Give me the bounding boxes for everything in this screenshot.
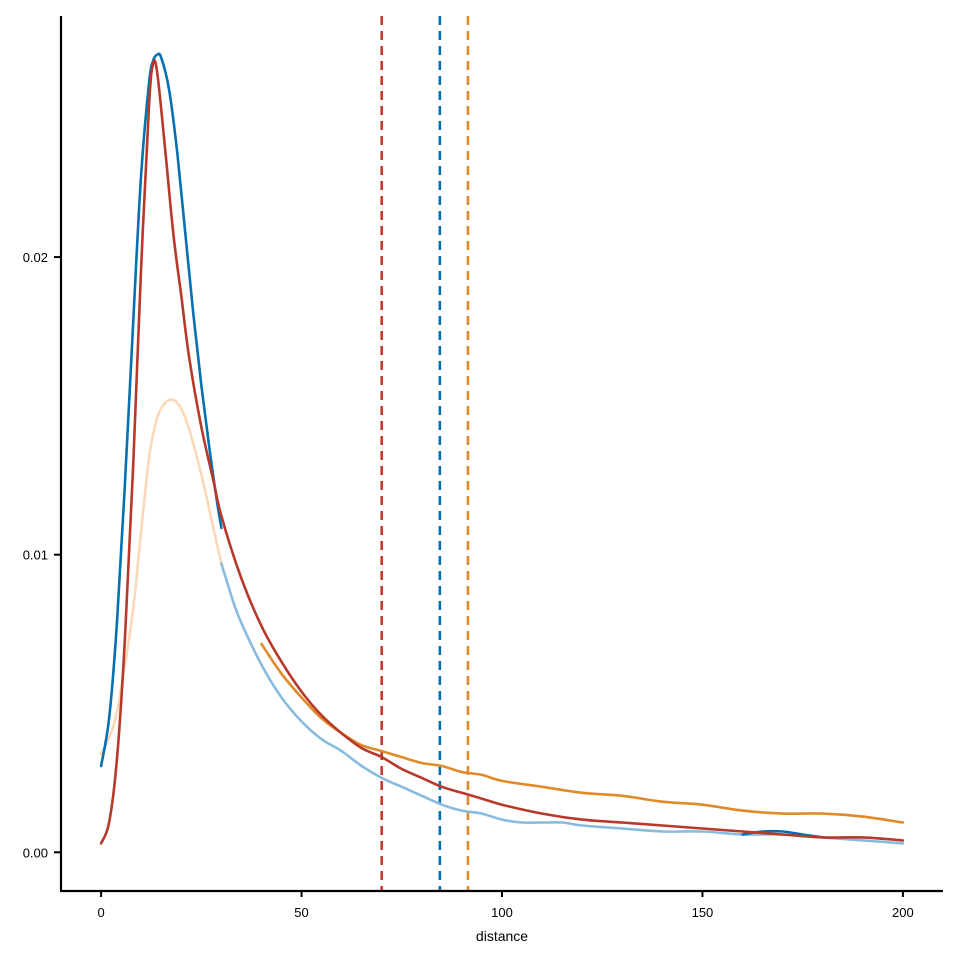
y-axis-ticks: 0.00 0.01 0.02 — [23, 250, 61, 860]
y-tick-label: 0.00 — [23, 845, 48, 860]
x-axis-ticks: 0 50 100 150 200 — [97, 891, 914, 920]
density-curve — [220, 562, 905, 845]
density-series — [99, 52, 905, 845]
x-tick-label: 100 — [491, 905, 513, 920]
density-curve — [99, 59, 905, 845]
y-tick-label: 0.01 — [23, 548, 48, 563]
x-tick-label: 150 — [692, 905, 714, 920]
x-tick-label: 0 — [97, 905, 104, 920]
mean-reference-lines — [380, 16, 470, 891]
x-tick-label: 50 — [294, 905, 308, 920]
x-tick-label: 200 — [892, 905, 914, 920]
density-curve — [99, 52, 223, 768]
y-tick-label: 0.02 — [23, 250, 48, 265]
x-axis-title: distance — [476, 928, 528, 944]
density-curve — [260, 642, 905, 824]
